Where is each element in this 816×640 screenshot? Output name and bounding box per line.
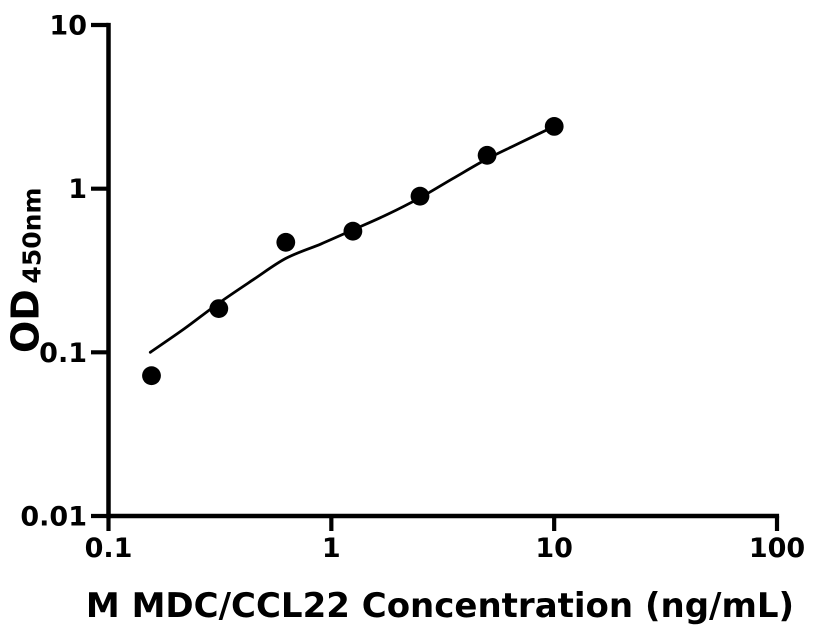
x-tick-label: 10 (535, 533, 573, 564)
x-axis-title: M MDC/CCL22 Concentration (ng/mL) (86, 586, 794, 626)
y-axis-title-main: OD (4, 289, 48, 353)
data-points (142, 117, 564, 386)
y-tick-label: 1 (68, 174, 87, 205)
axes (106, 22, 780, 519)
x-tick-label: 100 (749, 533, 805, 564)
y-tick-label: 0.1 (39, 338, 87, 369)
y-axis-ticks: 0.01 0.1 1 10 (20, 11, 109, 533)
data-point (544, 117, 564, 136)
data-point (142, 366, 161, 386)
y-tick-label: 0.01 (20, 502, 87, 533)
data-point (343, 221, 363, 241)
x-tick-label: 0.1 (85, 533, 133, 564)
x-tick-label: 1 (322, 533, 341, 564)
data-point (410, 186, 430, 206)
y-tick-label: 10 (49, 11, 87, 42)
x-axis-ticks: 0.1 1 10 100 (85, 516, 805, 564)
data-point (209, 299, 229, 318)
data-point (477, 145, 497, 165)
data-point (276, 232, 296, 252)
y-axis-title-subscript: 450nm (18, 188, 47, 284)
y-axis-title: OD 450nm (4, 188, 48, 353)
